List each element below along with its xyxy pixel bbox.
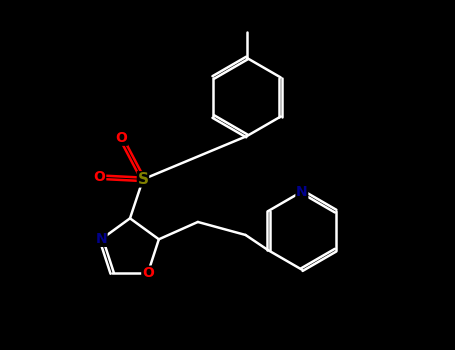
Text: O: O (116, 131, 127, 145)
Text: N: N (96, 232, 107, 246)
Text: O: O (142, 266, 154, 280)
Text: O: O (94, 170, 106, 184)
Text: N: N (296, 185, 308, 199)
Text: S: S (137, 172, 148, 187)
